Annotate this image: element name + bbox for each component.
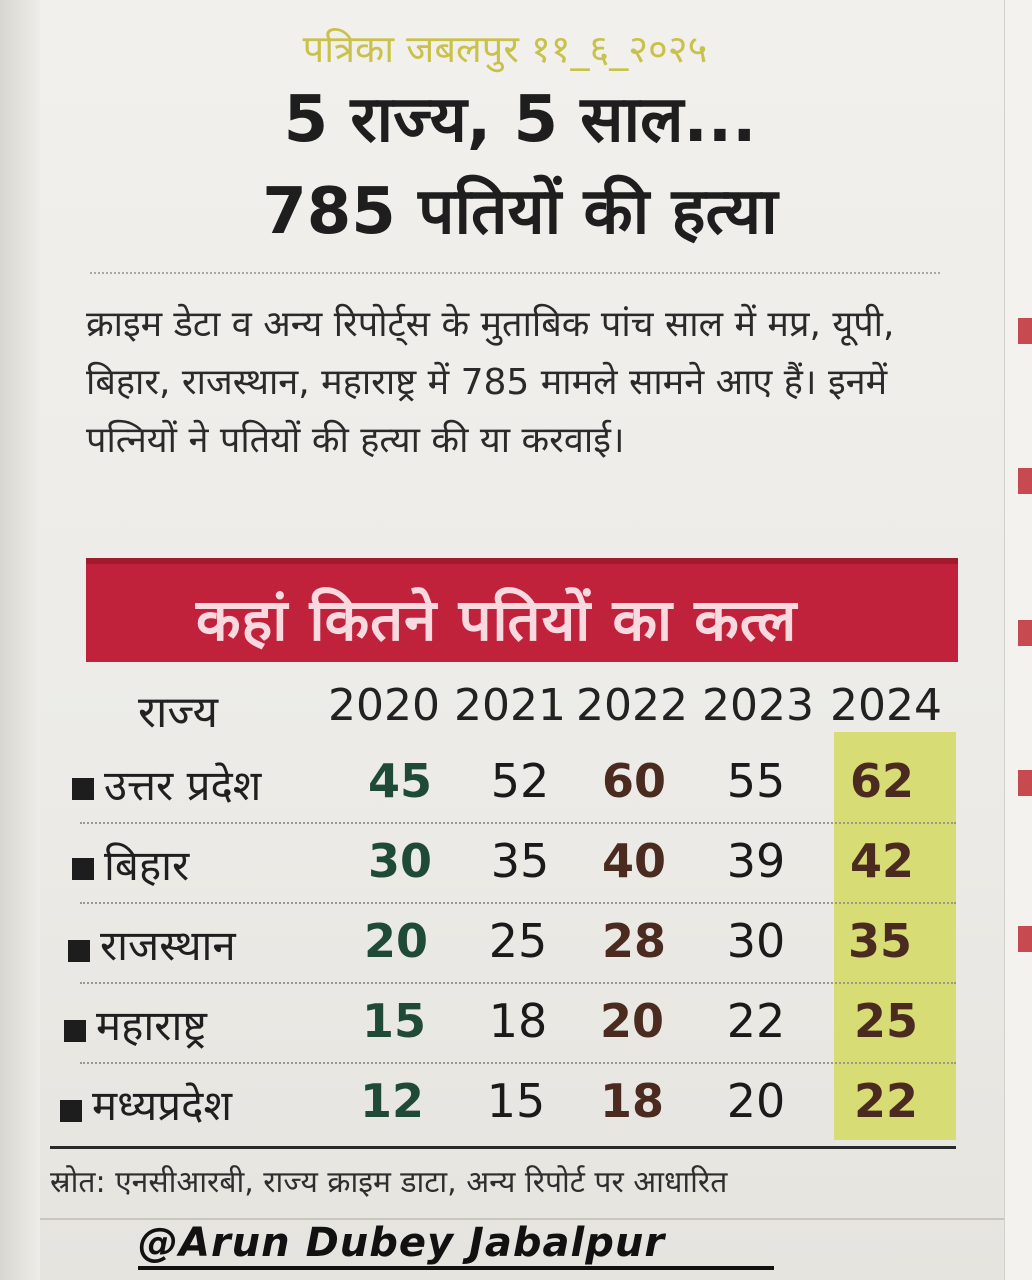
header-state: राज्य	[138, 687, 219, 738]
page-fold-shadow	[0, 0, 40, 1280]
value-cell: 15	[486, 1074, 546, 1128]
row-bullet	[68, 940, 90, 962]
adjacent-column-mark	[1018, 770, 1032, 796]
value-cell: 28	[601, 914, 666, 968]
value-cell: 18	[599, 1074, 664, 1128]
value-cell: 35	[847, 914, 912, 968]
value-cell: 20	[599, 994, 664, 1048]
value-cell: 22	[853, 1074, 918, 1128]
adjacent-column-mark	[1018, 926, 1032, 952]
row-bullet	[60, 1100, 82, 1122]
dateline: पत्रिका जबलपुर ११_६_२०२५	[302, 27, 708, 71]
headline-line-2: 785 पतियों की हत्या	[262, 175, 778, 249]
row-divider	[80, 902, 956, 904]
intro-paragraph: क्राइम डेटा व अन्य रिपोर्ट्स के मुताबिक …	[86, 304, 895, 461]
value-cell: 30	[726, 914, 786, 968]
adjacent-column-mark	[1018, 318, 1032, 344]
value-cell: 22	[726, 994, 786, 1048]
value-cell: 55	[726, 754, 786, 808]
row-divider	[80, 982, 956, 984]
value-cell: 39	[726, 834, 786, 888]
value-cell: 18	[488, 994, 548, 1048]
value-cell: 30	[367, 834, 432, 888]
row-divider	[80, 1062, 956, 1064]
header-year: 2024	[830, 680, 942, 731]
value-cell: 25	[853, 994, 918, 1048]
table-banner-title: कहां कितने पतियों का कत्ल	[196, 586, 798, 654]
table-banner: कहां कितने पतियों का कत्ल	[86, 558, 958, 662]
value-cell: 20	[363, 914, 428, 968]
value-cell: 12	[359, 1074, 424, 1128]
state-name: राजस्थान	[100, 921, 236, 970]
table-bottom-rule	[50, 1146, 956, 1149]
value-cell: 20	[726, 1074, 786, 1128]
credit-underline	[138, 1266, 774, 1270]
source-note: स्रोत: एनसीआरबी, राज्य क्राइम डाटा, अन्य…	[50, 1165, 728, 1200]
row-bullet	[72, 858, 94, 880]
value-cell: 35	[490, 834, 550, 888]
value-cell: 40	[601, 834, 666, 888]
value-cell: 45	[367, 754, 432, 808]
state-name: मध्यप्रदेश	[92, 1081, 233, 1130]
headline-divider	[90, 272, 940, 274]
adjacent-column-mark	[1018, 468, 1032, 494]
adjacent-column-mark	[1018, 620, 1032, 646]
watermark-credit: @Arun Dubey Jabalpur	[138, 1220, 666, 1266]
value-cell: 52	[490, 754, 550, 808]
state-name: महाराष्ट्र	[96, 1001, 207, 1050]
footer-divider	[40, 1218, 1004, 1220]
highlight-column-2024	[834, 732, 956, 1140]
headline-line-1: 5 राज्य, 5 साल...	[283, 83, 757, 157]
header-year: 2020	[328, 680, 440, 731]
row-bullet	[72, 778, 94, 800]
row-bullet	[64, 1020, 86, 1042]
value-cell: 42	[849, 834, 914, 888]
value-cell: 15	[361, 994, 426, 1048]
state-name: बिहार	[104, 841, 190, 890]
header-year: 2021	[454, 680, 566, 731]
value-cell: 25	[488, 914, 548, 968]
value-cell: 60	[601, 754, 666, 808]
header-year: 2023	[702, 680, 814, 731]
row-divider	[80, 822, 956, 824]
header-year: 2022	[576, 680, 688, 731]
state-name: उत्तर प्रदेश	[104, 761, 262, 810]
value-cell: 62	[849, 754, 914, 808]
